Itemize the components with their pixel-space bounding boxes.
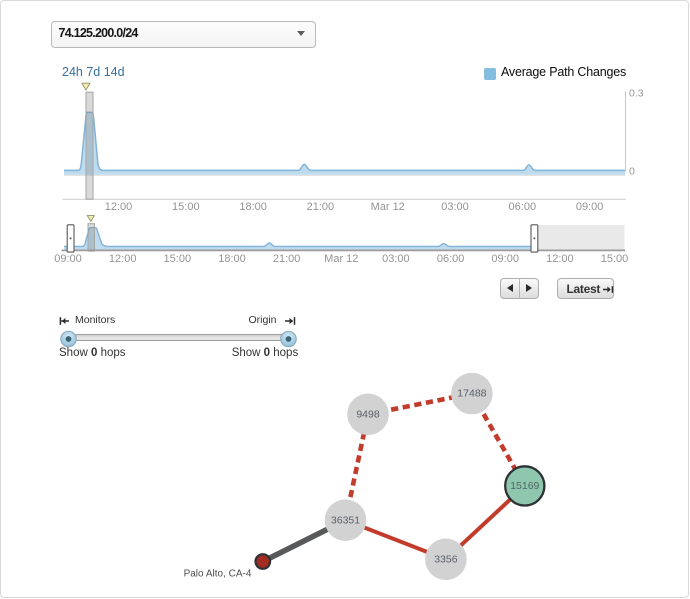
svg-text:03:00: 03:00 — [441, 201, 469, 213]
svg-text:3356: 3356 — [434, 553, 458, 565]
svg-text:15169: 15169 — [510, 480, 539, 492]
svg-text:15:00: 15:00 — [172, 201, 200, 213]
svg-text:12:00: 12:00 — [546, 253, 574, 265]
svg-text:09:00: 09:00 — [491, 253, 519, 265]
svg-text:21:00: 21:00 — [273, 253, 301, 265]
svg-text:15:00: 15:00 — [164, 253, 192, 265]
svg-text:Mar 12: Mar 12 — [371, 201, 405, 213]
svg-text:9498: 9498 — [356, 408, 380, 420]
svg-text:12:00: 12:00 — [105, 201, 133, 213]
svg-text:21:00: 21:00 — [307, 201, 335, 213]
svg-text:09:00: 09:00 — [576, 201, 604, 213]
svg-text:15:00: 15:00 — [601, 253, 629, 265]
svg-text:0.3: 0.3 — [629, 87, 644, 99]
svg-text:0: 0 — [629, 165, 635, 177]
svg-text:06:00: 06:00 — [437, 253, 465, 265]
svg-text:18:00: 18:00 — [218, 253, 246, 265]
svg-text:09:00: 09:00 — [54, 253, 82, 265]
svg-text:17488: 17488 — [457, 388, 486, 400]
svg-text:12:00: 12:00 — [109, 253, 137, 265]
svg-text:18:00: 18:00 — [239, 201, 267, 213]
svg-text:06:00: 06:00 — [509, 201, 537, 213]
svg-text:Palo Alto, CA-4: Palo Alto, CA-4 — [184, 568, 252, 579]
svg-text:03:00: 03:00 — [382, 253, 410, 265]
svg-text:Mar 12: Mar 12 — [324, 253, 358, 265]
svg-text:36351: 36351 — [331, 514, 360, 526]
